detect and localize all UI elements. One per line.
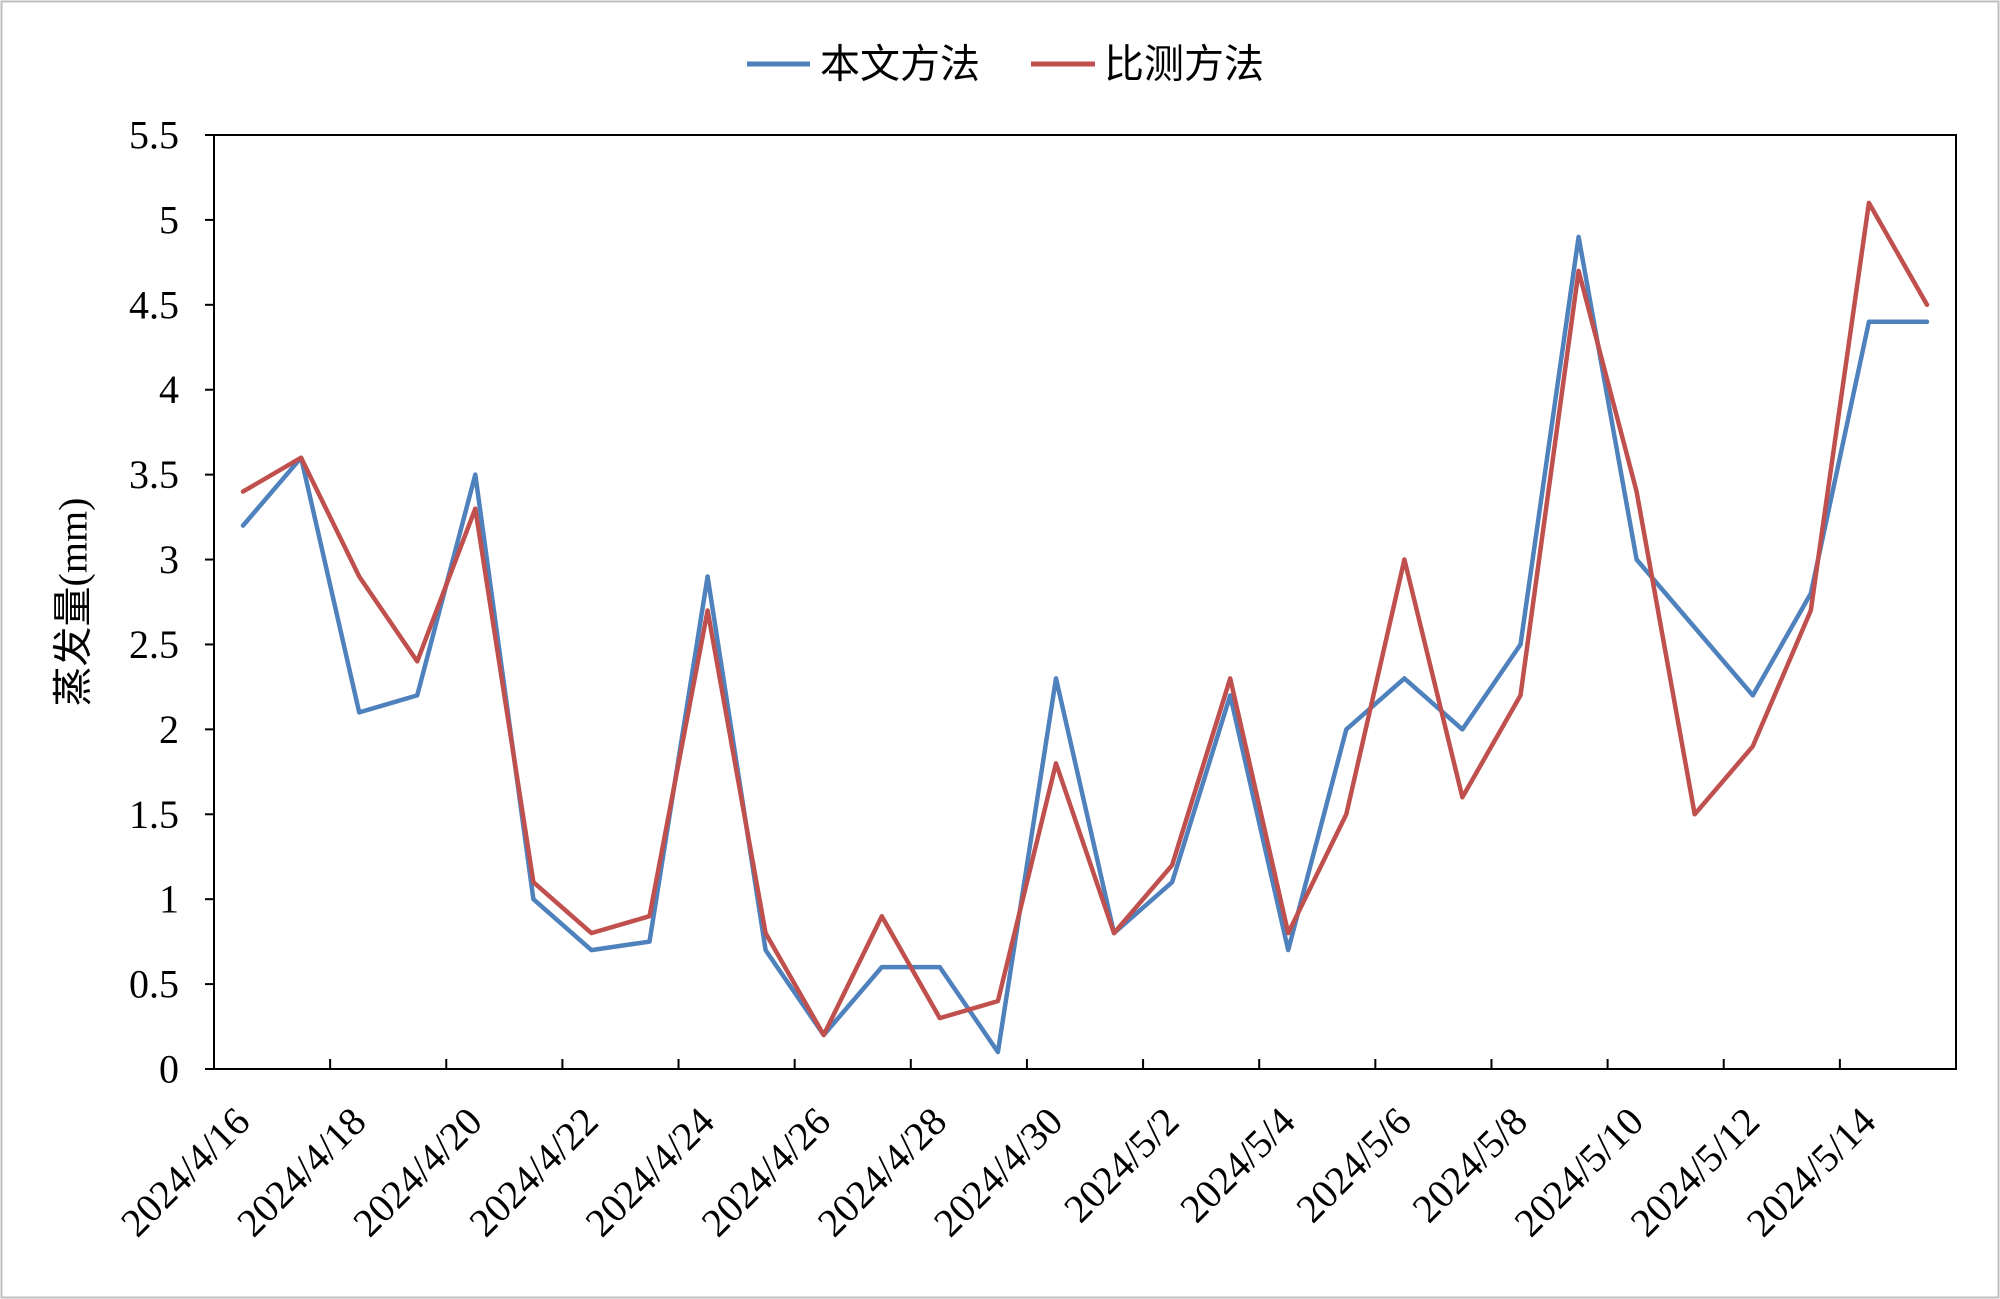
y-tick-label: 3 — [159, 537, 179, 582]
series-2-point — [937, 1015, 943, 1021]
series-2-point — [530, 879, 536, 885]
series-2-point — [705, 608, 711, 614]
y-tick-label: 4 — [159, 367, 179, 412]
y-axis: 0 0.5 1 1.5 2 2.5 3 3.5 4 4.5 5 5.5 — [129, 113, 214, 1092]
series-1-point — [1053, 675, 1059, 681]
series-2-point — [414, 658, 420, 664]
series-1-point — [1518, 642, 1524, 648]
y-tick-label: 2 — [159, 707, 179, 752]
series-2-point — [1692, 811, 1698, 817]
legend: 本文方法 比测方法 — [747, 42, 1264, 87]
y-tick-label: 4.5 — [129, 282, 179, 327]
series-1-point — [995, 1049, 1001, 1055]
y-tick-label: 0 — [159, 1047, 179, 1092]
series-2-point — [298, 455, 304, 461]
legend-label-series-2: 比测方法 — [1104, 42, 1264, 87]
series-2-point — [1634, 489, 1640, 495]
y-tick-label: 5.5 — [129, 113, 179, 158]
y-tick-label: 2.5 — [129, 622, 179, 667]
series-1-point — [1343, 726, 1349, 732]
series-2-point — [1750, 743, 1756, 749]
y-tick-label: 1 — [159, 877, 179, 922]
series-2-point — [1053, 760, 1059, 766]
series-2-point — [1285, 930, 1291, 936]
series-2-point — [1459, 794, 1465, 800]
series-2-point — [763, 930, 769, 936]
series-2-point — [1808, 608, 1814, 614]
series-1-point — [879, 964, 885, 970]
series-1-point — [530, 896, 536, 902]
series-1-point — [1866, 319, 1872, 325]
series-1-point — [763, 947, 769, 953]
series-1-point — [414, 692, 420, 698]
series-1-point — [1692, 625, 1698, 631]
y-tick-label: 1.5 — [129, 792, 179, 837]
series-1-point — [1634, 557, 1640, 563]
legend-item-series-1: 本文方法 — [747, 42, 980, 87]
plot-series — [240, 200, 1930, 1055]
series-2-point — [1401, 557, 1407, 563]
series-1-point — [356, 709, 362, 715]
series-1-point — [937, 964, 943, 970]
series-1-point — [1750, 692, 1756, 698]
series-2-point — [1576, 268, 1582, 274]
series-1-point — [1576, 234, 1582, 240]
y-tick-label: 0.5 — [129, 962, 179, 1007]
series-1-point — [647, 939, 653, 945]
y-tick-label: 5 — [159, 197, 179, 242]
series-2-point — [821, 1032, 827, 1038]
series-line-2 — [240, 200, 1930, 1038]
plot-area — [213, 134, 1957, 1070]
series-2-point — [472, 506, 478, 512]
series-2-point — [240, 489, 246, 495]
series-2-point — [1866, 200, 1872, 206]
series-1-point — [1924, 319, 1930, 325]
series-1-point — [1285, 947, 1291, 953]
series-2-point — [647, 913, 653, 919]
series-1-point — [1459, 726, 1465, 732]
series-2-point — [1227, 675, 1233, 681]
legend-label-series-1: 本文方法 — [820, 42, 980, 87]
series-1-point — [705, 574, 711, 580]
series-2-point — [1169, 862, 1175, 868]
series-2-point — [1111, 930, 1117, 936]
series-2-point — [588, 930, 594, 936]
series-2-point — [356, 574, 362, 580]
series-2-point — [1343, 811, 1349, 817]
y-tick-label: 3.5 — [129, 452, 179, 497]
legend-item-series-2: 比测方法 — [1031, 42, 1264, 87]
series-1-point — [588, 947, 594, 953]
series-2-point — [995, 998, 1001, 1004]
series-2-point — [1924, 302, 1930, 308]
series-1-point — [1401, 675, 1407, 681]
y-axis-title: 蒸发量(mm) — [51, 498, 96, 707]
series-1-point — [240, 523, 246, 529]
series-2-point — [879, 913, 885, 919]
series-2-point — [1518, 692, 1524, 698]
series-1-point — [1169, 879, 1175, 885]
series-1-point — [472, 472, 478, 478]
